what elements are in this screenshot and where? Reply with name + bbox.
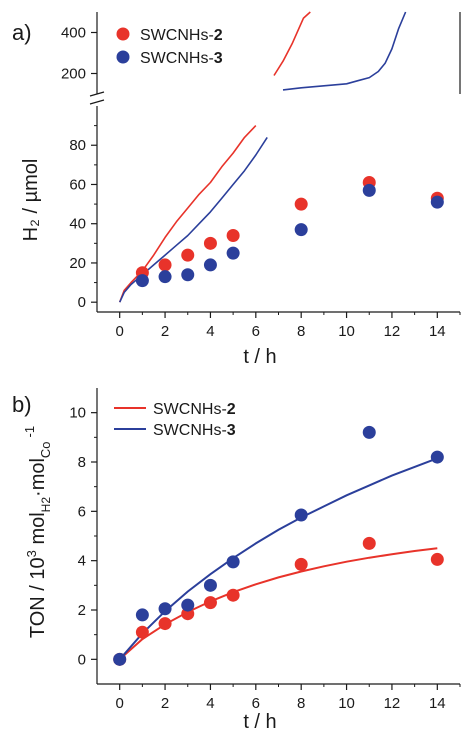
panel-b-x-tick-label: 2 (161, 695, 169, 712)
panel-a-x-tick-label: 0 (116, 323, 124, 340)
panel-b-y-label: TON / 103 molH2·molCo-1 (22, 426, 53, 638)
legend-a-swcnhs2-marker (116, 27, 130, 41)
panel-a-x-ticks: 0 2 4 6 8 10 12 14 (116, 312, 461, 340)
legend-a-swcnhs3-marker (116, 50, 130, 64)
panel-a-x-tick-label: 6 (252, 323, 260, 340)
point-a-swcnhs-2 (203, 236, 217, 250)
legend-b-swcnhs2-label: SWCNHs-2 (153, 401, 236, 418)
panel-b-y-tick-label: 4 (78, 553, 86, 570)
point-b-swcnhs-3 (294, 508, 308, 522)
point-a-swcnhs-3 (362, 183, 376, 197)
point-b-swcnhs-3 (430, 450, 444, 464)
panel-a-x-tick-label: 2 (161, 323, 169, 340)
legend-b-swcnhs3-label: SWCNHs-3 (153, 422, 236, 439)
panel-a-x-tick-label: 4 (206, 323, 214, 340)
point-a-swcnhs-3 (181, 268, 195, 282)
point-b-swcnhs-2 (294, 557, 308, 571)
trace-swcnhs-3 (282, 11, 407, 91)
panel-b-x-tick-label: 4 (206, 695, 214, 712)
point-a-swcnhs-2 (226, 228, 240, 242)
trace-swcnhs-3 (118, 136, 268, 303)
point-b-swcnhs-2 (158, 617, 172, 631)
point-a-swcnhs-3 (158, 270, 172, 284)
point-b-swcnhs-2 (226, 588, 240, 602)
panel-a-y-ticks-upper: 200 400 (61, 25, 97, 83)
point-a-swcnhs-2 (294, 197, 308, 211)
point-b-swcnhs-2 (430, 552, 444, 566)
point-a-swcnhs-3 (226, 246, 240, 260)
panel-a-legend: SWCNHs-2 SWCNHs-3 (116, 27, 223, 67)
panel-b-legend: SWCNHs-2 SWCNHs-3 (114, 401, 236, 439)
panel-a-x-tick-label: 14 (429, 323, 446, 340)
point-b-swcnhs-2 (135, 625, 149, 639)
panel-a-points (135, 176, 444, 288)
panel-a-y-tick-label: 0 (78, 294, 86, 311)
point-a-swcnhs-3 (203, 258, 217, 272)
point-a-swcnhs-2 (181, 248, 195, 262)
point-b-swcnhs-3 (113, 652, 127, 666)
panel-b-points (113, 425, 444, 666)
panel-a-x-label: t / h (243, 346, 276, 368)
panel-b-y-ticks: 0 2 4 6 8 10 (69, 405, 97, 668)
point-a-swcnhs-3 (430, 195, 444, 209)
panel-a-y-tick-label: 40 (69, 216, 86, 233)
panel-b-x-tick-label: 8 (297, 695, 305, 712)
panel-a: a) 0 2 4 6 8 10 12 14 0 20 40 60 80 200 400 t / h H₂… (12, 11, 461, 368)
panel-a-y-tick-label: 400 (61, 25, 86, 42)
panel-b-x-tick-label: 6 (252, 695, 260, 712)
panel-a-y-tick-label: 80 (69, 137, 86, 154)
panel-a-y-tick-label: 200 (61, 66, 86, 83)
panel-b-x-tick-label: 12 (384, 695, 401, 712)
panel-b-x-tick-label: 10 (338, 695, 355, 712)
point-b-swcnhs-3 (362, 425, 376, 439)
panel-b-fit-curves (118, 457, 438, 661)
fit-curve-swcnhs-2 (119, 547, 438, 661)
panel-b-x-label: t / h (243, 711, 276, 733)
panel-a-x-tick-label: 10 (338, 323, 355, 340)
panel-a-x-tick-label: 8 (297, 323, 305, 340)
panel-a-y-ticks-lower: 0 20 40 60 80 (69, 125, 97, 311)
panel-a-y-tick-label: 20 (69, 255, 86, 272)
panel-b-y-tick-label: 6 (78, 503, 86, 520)
point-b-swcnhs-3 (181, 598, 195, 612)
panel-b-y-tick-label: 0 (78, 651, 86, 668)
point-b-swcnhs-2 (203, 596, 217, 610)
point-a-swcnhs-2 (158, 258, 172, 272)
panel-b-y-tick-label: 2 (78, 602, 86, 619)
panel-b-y-tick-label: 8 (78, 454, 86, 471)
panel-a-y-label: H₂ / µmol (20, 159, 42, 242)
panel-a-traces (118, 11, 407, 303)
panel-a-x-tick-label: 12 (384, 323, 401, 340)
legend-a-swcnhs3-label: SWCNHs-3 (140, 50, 223, 67)
panel-a-axis-break (89, 91, 105, 105)
fit-curve-swcnhs-3 (118, 457, 438, 660)
panel-b-x-tick-label: 14 (429, 695, 446, 712)
trace-swcnhs-2 (273, 11, 311, 76)
panel-a-label: a) (12, 20, 32, 45)
point-a-swcnhs-3 (294, 223, 308, 237)
panel-b-label: b) (12, 392, 32, 417)
point-b-swcnhs-3 (226, 555, 240, 569)
panel-b-y-tick-label: 10 (69, 405, 86, 422)
panel-a-y-tick-label: 60 (69, 176, 86, 193)
panel-b-x-ticks: 0 2 4 6 8 10 12 14 (116, 684, 461, 712)
trace-swcnhs-2 (118, 125, 257, 303)
point-b-swcnhs-3 (135, 608, 149, 622)
legend-a-swcnhs2-label: SWCNHs-2 (140, 27, 223, 44)
point-b-swcnhs-3 (158, 602, 172, 616)
point-b-swcnhs-3 (203, 578, 217, 592)
panel-b-x-tick-label: 0 (116, 695, 124, 712)
point-b-swcnhs-2 (362, 536, 376, 550)
panel-b: b) 0 2 4 6 8 10 12 14 0 2 4 6 8 10 t / h TON / 103 m… (12, 388, 461, 733)
point-a-swcnhs-3 (135, 274, 149, 288)
